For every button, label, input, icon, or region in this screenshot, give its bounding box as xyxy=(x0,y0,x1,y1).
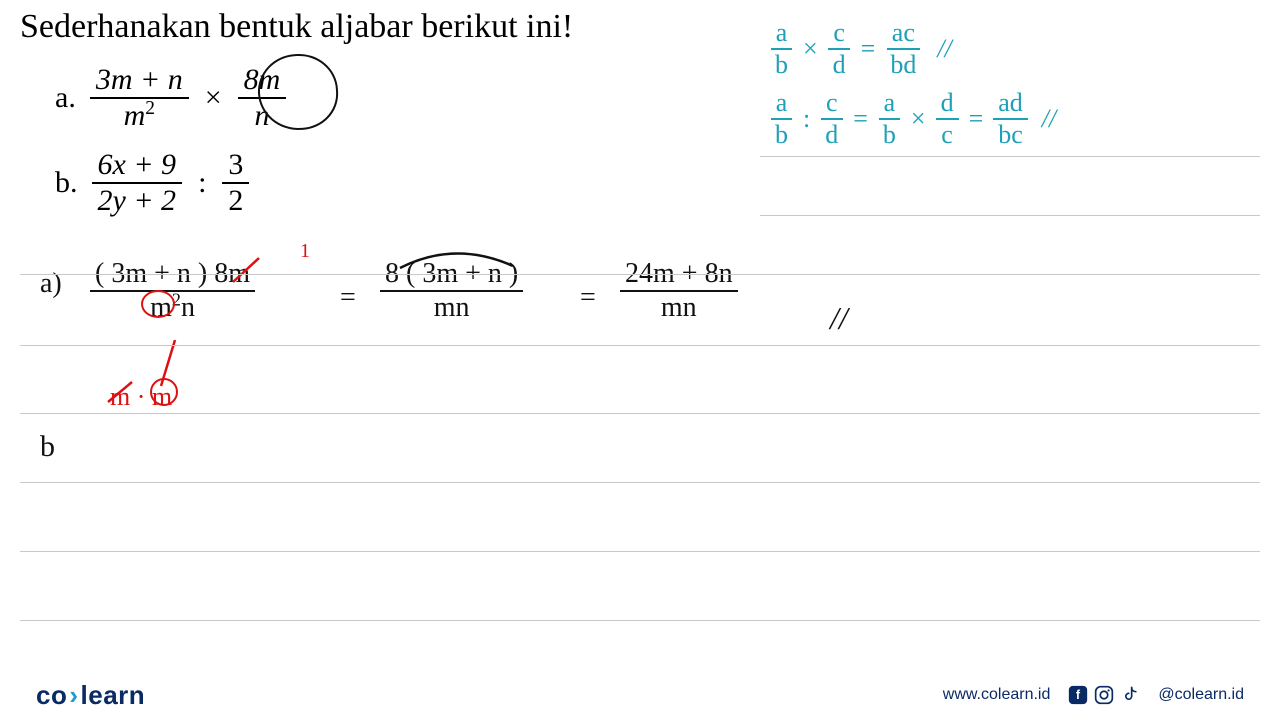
problem-a-label: a. xyxy=(55,81,76,115)
instagram-icon xyxy=(1094,685,1114,705)
problem-b-frac2: 3 2 xyxy=(222,150,249,216)
tiktok-icon xyxy=(1120,685,1140,705)
ruled-line xyxy=(20,274,1260,275)
cancel-one: 1 xyxy=(300,240,310,263)
problem-a: a. 3m + n m2 × 8m n xyxy=(55,65,286,131)
circle-last-m xyxy=(150,378,178,406)
work-a-label: a) xyxy=(40,268,62,300)
problem-b-frac1: 6x + 9 2y + 2 xyxy=(92,150,183,216)
work-a-eq1: = xyxy=(340,282,356,314)
footer-handle: @colearn.id xyxy=(1158,686,1244,704)
ruled-line xyxy=(20,413,1260,414)
ruled-line xyxy=(760,215,1260,216)
work-b-label: b xyxy=(40,430,55,464)
work-a-step2: 8 ( 3m + n ) mn xyxy=(380,260,523,322)
ruled-line xyxy=(20,620,1260,621)
ruled-line xyxy=(20,551,1260,552)
work-a-step3: 24m + 8n mn xyxy=(620,260,738,322)
problem-b-label: b. xyxy=(55,166,78,200)
blue-rule-2: ab : cd = ab × dc = adbc // xyxy=(770,90,1056,148)
footer-site: www.colearn.id xyxy=(943,686,1051,704)
m-dot-m: m · m xyxy=(110,382,172,412)
work-a-eq2: = xyxy=(580,282,596,314)
problem-a-times: × xyxy=(205,81,222,115)
problem-b: b. 6x + 9 2y + 2 : 3 2 xyxy=(55,150,249,216)
page-title: Sederhanakan bentuk aljabar berikut ini! xyxy=(20,8,573,46)
blue-rule-1: ab × cd = acbd // xyxy=(770,20,952,78)
red-circle-m2 xyxy=(141,290,175,318)
problem-b-colon: : xyxy=(198,166,206,200)
facebook-icon: f xyxy=(1068,685,1088,705)
problem-a-frac1: 3m + n m2 xyxy=(90,65,189,131)
ruled-line xyxy=(20,482,1260,483)
footer: co›learn www.colearn.id f @colearn.id xyxy=(0,670,1280,720)
work-a-slash: // xyxy=(830,300,848,337)
strike-first-m xyxy=(106,380,136,406)
work-a-step1: ( 3m + n ) 8m m2n xyxy=(90,260,255,322)
ruled-line xyxy=(760,156,1260,157)
ruled-line xyxy=(20,345,1260,346)
logo: co›learn xyxy=(36,680,145,711)
